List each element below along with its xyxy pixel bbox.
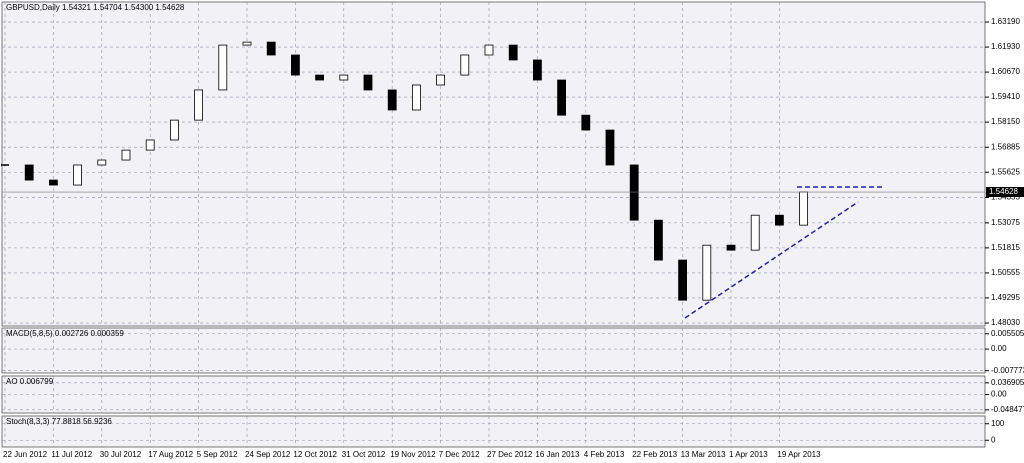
panel-title: GBPUSD,Daily 1.54321 1.54704 1.54300 1.5… <box>6 3 185 12</box>
candle <box>605 129 615 166</box>
candle <box>799 191 808 226</box>
panel-title: Stoch(8,3,3) 77.8818 56.9236 <box>6 417 112 426</box>
candle <box>194 89 204 121</box>
candle <box>169 119 179 141</box>
x-tick-label: 24 Sep 2012 <box>245 450 291 459</box>
x-tick-label: 7 Dec 2012 <box>439 450 480 459</box>
candle <box>508 44 518 61</box>
labels: 22 Jun 2012 11 Jul 2012 30 Jul 2012 17 Aug … <box>3 3 1024 459</box>
y-tick-label: -0.007773 <box>991 366 1024 375</box>
y-tick-label: 0.005505 <box>991 329 1024 338</box>
candle <box>315 74 325 81</box>
candle <box>775 214 784 226</box>
candle <box>484 44 494 56</box>
candle <box>411 84 421 111</box>
x-tick-label: 1 Apr 2013 <box>729 450 768 459</box>
y-tick-label: 1.54355 <box>991 193 1020 202</box>
x-tick-label: 19 Nov 2012 <box>390 450 436 459</box>
x-tick-label: 13 Mar 2013 <box>681 450 726 459</box>
x-tick-label: 31 Oct 2012 <box>342 450 386 459</box>
y-tick-label: -0.048477 <box>991 405 1024 414</box>
x-tick-label: 17 Aug 2012 <box>148 450 193 459</box>
candle <box>49 179 58 186</box>
y-tick-label: 100 <box>991 419 1005 428</box>
panel <box>1 1 986 327</box>
candle <box>678 259 687 301</box>
x-tick-label: 12 Oct 2012 <box>293 450 337 459</box>
last-price-label: 1.54628 <box>989 187 1018 196</box>
trend-line <box>684 201 859 319</box>
y-tick-label: 1.53075 <box>991 218 1020 227</box>
y-tick-label: 0.00 <box>991 344 1007 353</box>
x-tick-label: 16 Jan 2013 <box>535 450 580 459</box>
y-tick-label: 1.61930 <box>991 42 1020 51</box>
y-tick-label: 1.58150 <box>991 117 1020 126</box>
candle <box>460 54 470 76</box>
x-tick-label: 5 Sep 2012 <box>197 450 238 459</box>
y-tick-label: 1.50555 <box>991 268 1020 277</box>
candle <box>339 74 349 81</box>
candle <box>290 54 300 76</box>
x-tick-label: 30 Jul 2012 <box>100 450 142 459</box>
candle <box>629 164 639 221</box>
panel <box>1 415 986 448</box>
y-tick-label: 1.59410 <box>991 92 1020 101</box>
candle <box>145 139 155 151</box>
y-tick-label: 0.00 <box>991 390 1007 399</box>
y-tick-label: 1.48030 <box>991 318 1020 327</box>
y-tick-label: 1.51815 <box>991 243 1020 252</box>
x-tick-label: 27 Dec 2012 <box>487 450 533 459</box>
marks <box>1 41 985 301</box>
y-tick-label: 0.036905 <box>991 378 1024 387</box>
panel-title: AO 0.006799 <box>6 377 54 386</box>
y-tick-label: 1.55625 <box>991 167 1020 176</box>
candle <box>97 159 107 166</box>
candle <box>533 59 542 81</box>
candle <box>702 244 712 301</box>
candle <box>242 41 252 46</box>
candle <box>121 149 131 161</box>
candle <box>581 114 591 131</box>
x-tick-label: 22 Feb 2013 <box>632 450 677 459</box>
panels <box>1 1 986 448</box>
candle <box>266 41 276 56</box>
candle <box>726 244 736 251</box>
candle <box>436 74 446 86</box>
candle <box>557 79 566 116</box>
y-tick-label: 1.49295 <box>991 293 1020 302</box>
y-tick-label: 1.63190 <box>991 17 1020 26</box>
y-tick-label: 1.56885 <box>991 142 1020 151</box>
x-tick-label: 4 Feb 2013 <box>584 450 625 459</box>
x-tick-label: 19 Apr 2013 <box>777 450 821 459</box>
candle <box>24 164 34 181</box>
x-tick-label: 11 Jul 2012 <box>51 450 92 459</box>
y-tick-label: 1.60670 <box>991 67 1020 76</box>
last-price-box <box>986 187 1024 198</box>
panel <box>1 327 986 374</box>
candle <box>750 214 760 251</box>
candle <box>73 164 82 186</box>
candle <box>363 74 373 91</box>
candle <box>387 89 397 111</box>
candle <box>218 44 228 91</box>
panel-title: MACD(5,8,5) 0.002726 0.000359 <box>6 329 124 338</box>
y-tick-label: 0 <box>991 435 996 444</box>
x-tick-label: 22 Jun 2012 <box>3 450 48 459</box>
candle <box>654 219 663 261</box>
